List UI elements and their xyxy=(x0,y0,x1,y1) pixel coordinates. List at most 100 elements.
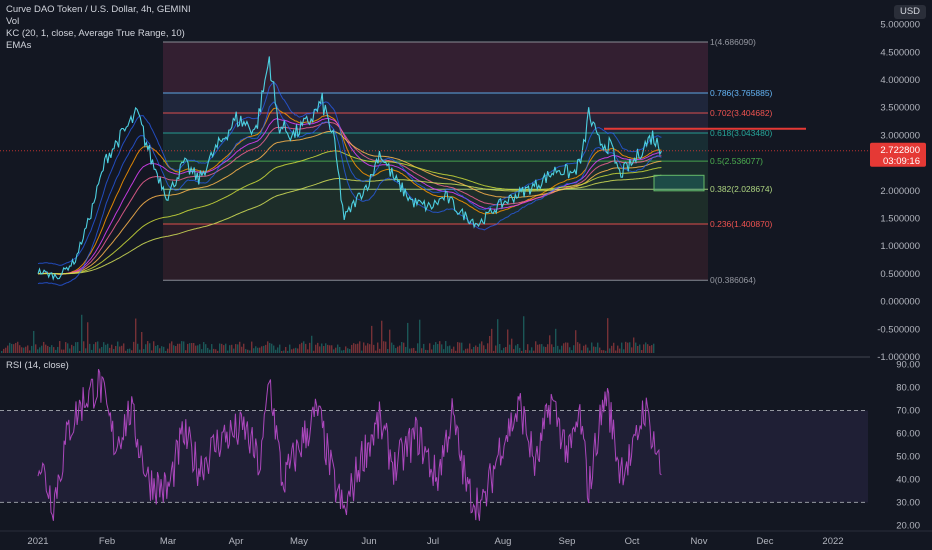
volume-bar xyxy=(135,318,137,353)
volume-bar xyxy=(25,346,27,353)
volume-bar xyxy=(129,348,131,353)
volume-bar xyxy=(197,345,199,353)
volume-bar xyxy=(229,345,231,353)
fib-zone xyxy=(163,189,708,224)
volume-bar xyxy=(469,343,471,353)
volume-legend[interactable]: Vol xyxy=(6,16,20,27)
volume-bar xyxy=(411,348,413,353)
volume-bar xyxy=(207,347,209,353)
volume-bar xyxy=(419,319,421,353)
volume-bar xyxy=(367,343,369,353)
rsi-axis[interactable]: 90.00 80.00 70.00 60.00 50.00 40.00 30.00 20.00 xyxy=(896,360,920,532)
volume-bar xyxy=(177,343,179,353)
volume-bar xyxy=(179,343,181,353)
volume-bar xyxy=(83,341,85,353)
volume-bar xyxy=(613,342,615,353)
volume-bar xyxy=(251,341,253,353)
price-tick-label: 1.500000 xyxy=(880,214,920,225)
volume-bar xyxy=(123,343,125,353)
volume-bar xyxy=(21,347,23,353)
time-tick-label: May xyxy=(290,536,308,547)
volume-bar xyxy=(9,342,11,353)
drawing-overlay[interactable] xyxy=(604,127,806,192)
time-tick-label: Nov xyxy=(691,536,708,547)
volume-bar xyxy=(519,347,521,353)
volume-bar xyxy=(301,342,303,353)
volume-bar xyxy=(459,342,461,353)
fibonacci-retracement[interactable]: 1(4.686090) 0.786(3.765885) 0.702(3.404682… xyxy=(163,37,773,285)
volume-bar xyxy=(41,345,43,353)
volume-bar xyxy=(267,341,269,353)
volume-bar xyxy=(109,347,111,353)
price-axis[interactable]: 5.000000 4.500000 4.000000 3.500000 3.000000… xyxy=(870,20,926,363)
volume-bar xyxy=(217,350,219,353)
volume-bar xyxy=(649,345,651,353)
fib-level-label: 0.618(3.043480) xyxy=(710,128,773,138)
volume-bar xyxy=(5,347,7,353)
symbol-legend[interactable]: Curve DAO Token / U.S. Dollar, 4h, GEMIN… xyxy=(6,4,191,15)
volume-bar xyxy=(31,345,33,353)
volume-bar xyxy=(405,346,407,353)
volume-bar xyxy=(67,343,69,353)
price-tick-label: 0.500000 xyxy=(880,269,920,280)
volume-bar xyxy=(377,342,379,353)
volume-bar xyxy=(247,349,249,353)
volume-bar xyxy=(455,350,457,353)
volume-bar xyxy=(453,346,455,353)
volume-bar xyxy=(485,349,487,353)
volume-bar xyxy=(497,319,499,353)
price-tick-label: 4.500000 xyxy=(880,47,920,58)
volume-bar xyxy=(173,345,175,353)
volume-bar xyxy=(477,346,479,353)
keltner-legend[interactable]: KC (20, 1, close, Average True Range, 10… xyxy=(6,28,185,39)
volume-bar xyxy=(531,347,533,353)
volume-bar xyxy=(433,344,435,353)
time-tick-label: Jun xyxy=(361,536,376,547)
volume-bar xyxy=(157,344,159,353)
volume-bar xyxy=(143,349,145,353)
volume-bar xyxy=(297,348,299,353)
price-tick-label: 4.000000 xyxy=(880,75,920,86)
volume-bar xyxy=(59,341,61,353)
volume-bar xyxy=(547,344,549,353)
volume-bar xyxy=(147,341,149,353)
volume-bar xyxy=(37,349,39,353)
volume-bar xyxy=(73,346,75,353)
volume-bar xyxy=(559,349,561,353)
volume-bar xyxy=(115,346,117,353)
volume-bar xyxy=(483,345,485,353)
volume-bar xyxy=(569,347,571,353)
currency-button[interactable]: USD xyxy=(894,5,926,19)
volume-bar xyxy=(555,328,557,353)
volume-bar xyxy=(505,347,507,353)
target-zone-box[interactable] xyxy=(653,174,705,192)
volume-bar xyxy=(243,343,245,353)
volume-bar xyxy=(61,349,63,353)
price-series-group xyxy=(0,56,868,286)
volume-bar xyxy=(205,344,207,353)
volume-bar xyxy=(565,342,567,353)
volume-bar xyxy=(481,341,483,353)
volume-bar xyxy=(423,343,425,353)
last-price-badge[interactable] xyxy=(870,142,926,167)
ema-legend[interactable]: EMAs xyxy=(6,40,32,51)
volume-bar xyxy=(185,350,187,353)
volume-bar xyxy=(47,345,49,353)
price-line xyxy=(37,56,662,281)
volume-bar xyxy=(639,344,641,353)
volume-bar xyxy=(155,345,157,353)
time-axis[interactable]: 2021 Feb Mar Apr May Jun Jul Aug Sep Oct Nov Dec 202… xyxy=(0,530,932,547)
volume-bar xyxy=(167,348,169,353)
volume-bar xyxy=(161,346,163,353)
volume-bar xyxy=(305,343,307,353)
rsi-legend[interactable]: RSI (14, close) xyxy=(6,360,69,371)
volume-bar xyxy=(87,322,89,353)
rsi-tick-label: 50.00 xyxy=(896,451,920,462)
volume-bar xyxy=(237,344,239,353)
volume-bar xyxy=(235,344,237,353)
volume-bar xyxy=(521,350,523,353)
volume-bar xyxy=(125,350,127,353)
volume-bar xyxy=(449,345,451,353)
volume-bar xyxy=(85,348,87,353)
